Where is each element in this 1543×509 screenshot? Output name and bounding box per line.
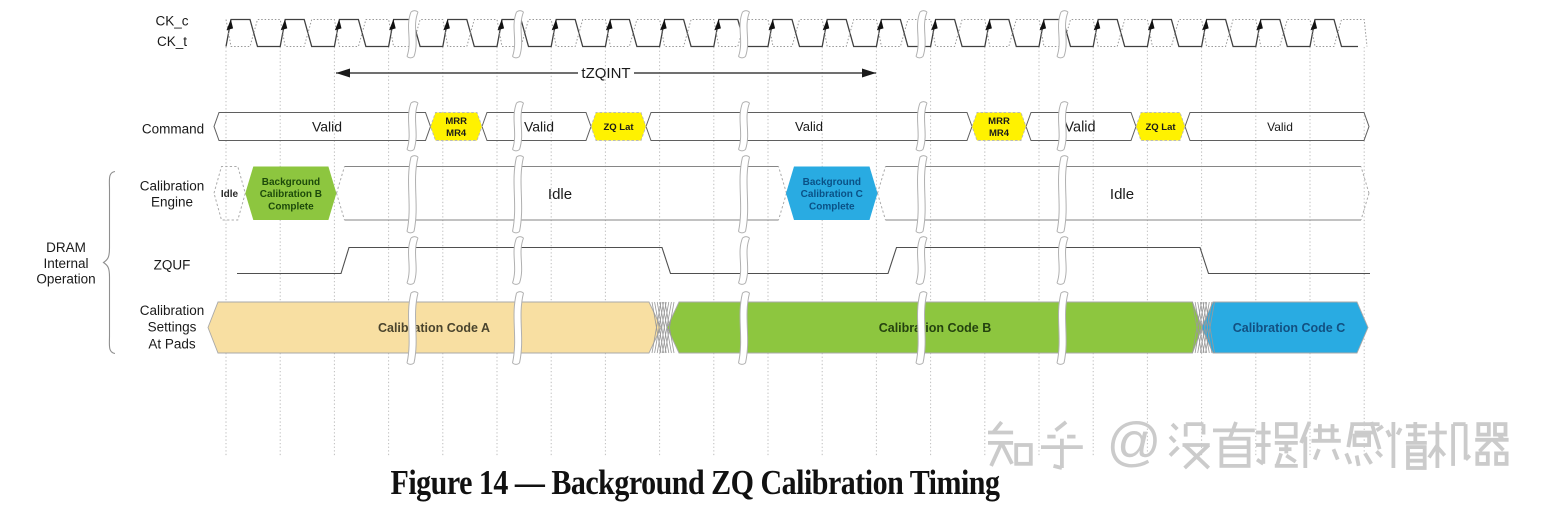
svg-text:MR4: MR4 bbox=[446, 128, 467, 139]
svg-text:Background: Background bbox=[262, 177, 320, 188]
svg-text:Valid: Valid bbox=[1064, 120, 1095, 136]
svg-text:MR4: MR4 bbox=[989, 128, 1010, 139]
svg-text:Calibration C: Calibration C bbox=[801, 189, 863, 200]
svg-text:Complete: Complete bbox=[268, 202, 314, 213]
svg-text:Calibration Code B: Calibration Code B bbox=[879, 321, 992, 335]
svg-text:Calibration: Calibration bbox=[140, 303, 205, 318]
svg-text:@: @ bbox=[1107, 412, 1162, 472]
svg-text:Complete: Complete bbox=[809, 202, 855, 213]
svg-text:Idle: Idle bbox=[221, 189, 239, 200]
svg-text:Engine: Engine bbox=[151, 195, 193, 210]
svg-text:Valid: Valid bbox=[312, 119, 342, 135]
svg-text:tZQINT: tZQINT bbox=[581, 65, 630, 82]
svg-text:MRR: MRR bbox=[988, 116, 1010, 127]
svg-text:Settings: Settings bbox=[148, 320, 197, 335]
svg-text:ZQUF: ZQUF bbox=[154, 257, 191, 272]
svg-text:Operation: Operation bbox=[36, 272, 95, 287]
svg-text:DRAM: DRAM bbox=[46, 240, 86, 255]
svg-text:Valid: Valid bbox=[524, 119, 554, 135]
svg-text:CK_t: CK_t bbox=[157, 34, 187, 49]
svg-text:ZQ Lat: ZQ Lat bbox=[1145, 122, 1176, 133]
svg-text:Valid: Valid bbox=[1267, 120, 1293, 134]
svg-text:CK_c: CK_c bbox=[155, 13, 188, 28]
svg-text:Figure 14 — Background ZQ Cali: Figure 14 — Background ZQ Calibration Ti… bbox=[391, 464, 1001, 503]
svg-text:Idle: Idle bbox=[548, 186, 572, 203]
svg-text:Calibration Code C: Calibration Code C bbox=[1233, 321, 1346, 335]
svg-text:Internal: Internal bbox=[43, 256, 88, 271]
svg-text:Calibration: Calibration bbox=[140, 179, 205, 194]
svg-text:Command: Command bbox=[142, 122, 204, 137]
svg-text:At Pads: At Pads bbox=[148, 337, 196, 352]
svg-text:Calibration B: Calibration B bbox=[260, 189, 322, 200]
svg-text:Valid: Valid bbox=[795, 119, 823, 134]
svg-text:MRR: MRR bbox=[445, 116, 467, 127]
svg-text:Background: Background bbox=[803, 177, 861, 188]
svg-text:Idle: Idle bbox=[1110, 186, 1134, 203]
svg-text:Calibration Code A: Calibration Code A bbox=[378, 321, 490, 335]
svg-text:ZQ Lat: ZQ Lat bbox=[603, 122, 634, 133]
